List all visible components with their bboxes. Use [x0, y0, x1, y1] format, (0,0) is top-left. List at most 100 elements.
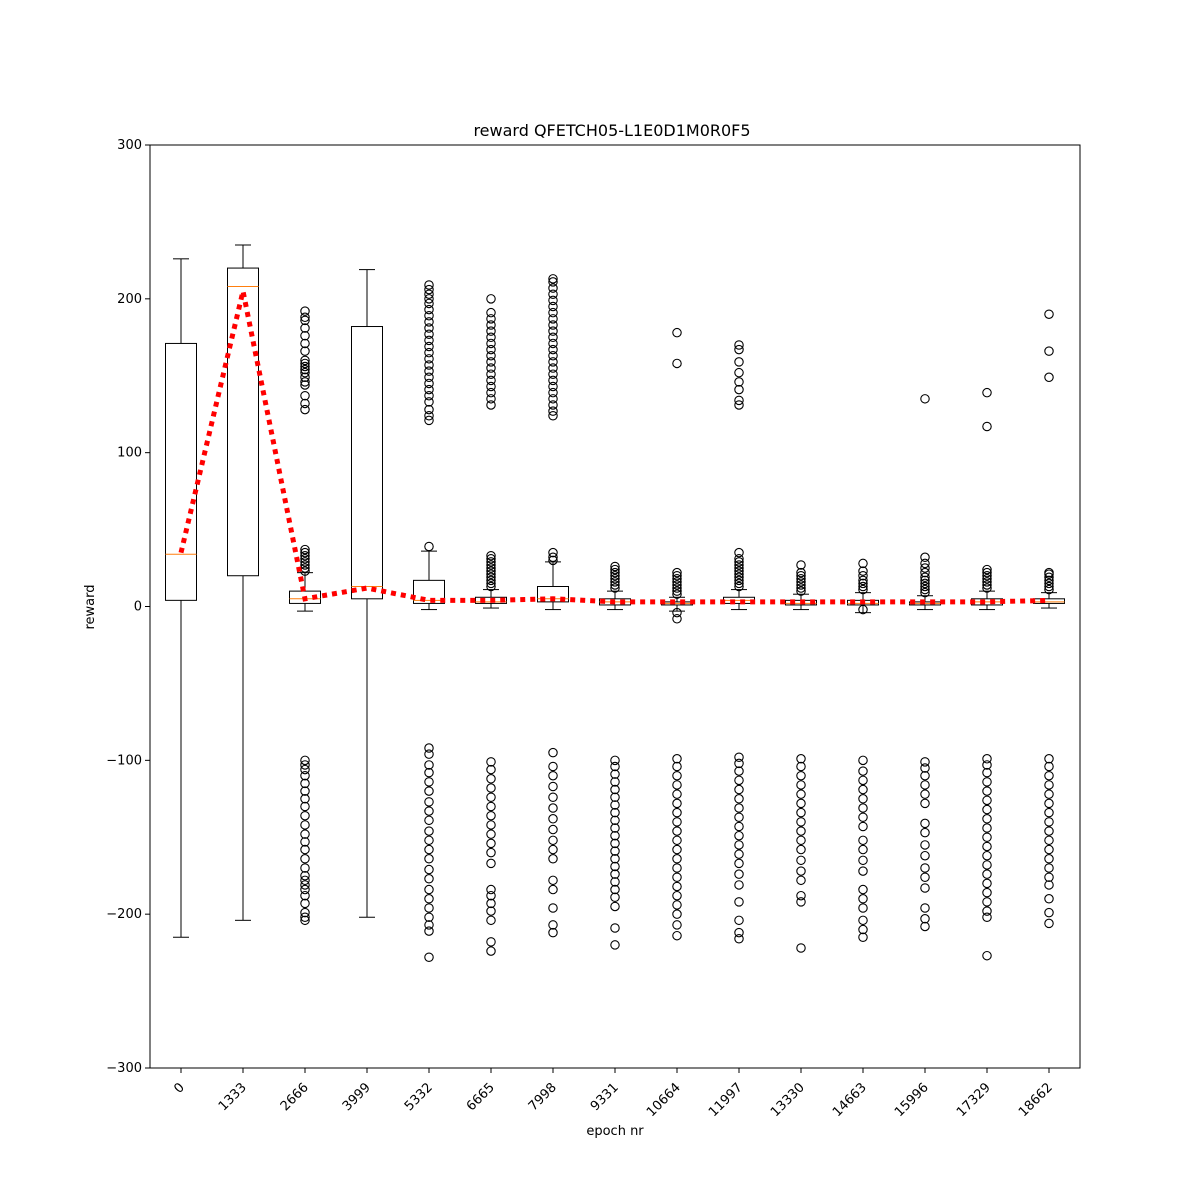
flier-point — [1044, 346, 1054, 356]
flier-point — [548, 387, 558, 398]
flier-point — [982, 760, 992, 770]
flier-point — [486, 937, 496, 947]
flier-point — [672, 358, 682, 369]
flier-point — [610, 577, 620, 587]
flier-point — [300, 355, 310, 366]
flier-point — [300, 367, 310, 378]
flier-point — [424, 366, 434, 376]
flier-point — [734, 849, 744, 859]
flier-point — [300, 870, 310, 881]
flier-point — [300, 390, 310, 401]
flier-point — [982, 823, 992, 833]
flier-point — [796, 560, 806, 570]
flier-point — [548, 357, 558, 367]
flier-point — [610, 838, 620, 849]
flier-point — [982, 767, 992, 778]
flier-point — [734, 840, 744, 850]
flier-point — [858, 884, 868, 895]
flier-point — [610, 574, 620, 584]
flier-point — [300, 764, 310, 775]
flier-point — [610, 761, 620, 772]
flier-point — [982, 387, 992, 398]
flier-point — [424, 884, 434, 895]
flier-point — [734, 344, 744, 355]
flier-point — [486, 294, 496, 304]
flier-point — [610, 561, 620, 572]
flier-point — [486, 400, 496, 410]
flier-point — [424, 874, 434, 884]
flier-point — [300, 760, 310, 770]
flier-point — [300, 801, 310, 812]
flier-point — [796, 577, 806, 587]
flier-point — [548, 761, 558, 772]
flier-point — [920, 863, 930, 873]
flier-point — [486, 550, 496, 561]
box — [475, 596, 507, 604]
flier-point — [486, 320, 496, 330]
flier-point — [424, 311, 434, 321]
flier-point — [920, 763, 930, 773]
flier-point — [1044, 581, 1054, 592]
flier-point — [300, 377, 310, 387]
flier-point — [672, 890, 682, 901]
flier-point — [610, 792, 620, 803]
flier-point — [796, 826, 806, 836]
flier-point — [982, 777, 992, 787]
flier-point — [300, 557, 310, 567]
flier-point — [548, 381, 558, 392]
flier-point — [1044, 835, 1054, 846]
flier-point — [610, 854, 620, 864]
flier-point — [858, 584, 868, 595]
flier-point — [734, 547, 744, 558]
flier-point — [734, 869, 744, 879]
flier-point — [610, 877, 620, 887]
flier-point — [610, 777, 620, 787]
flier-point — [796, 844, 806, 855]
flier-point — [424, 777, 434, 787]
flier-point — [1044, 584, 1054, 595]
flier-point — [548, 814, 558, 824]
y-axis-label: reward — [83, 584, 98, 629]
flier-point — [486, 314, 496, 324]
y-tick-label: 100 — [117, 446, 142, 461]
flier-point — [858, 566, 868, 576]
flier-point — [734, 566, 744, 576]
x-axis-label: epoch nr — [586, 1124, 644, 1139]
flier-point — [300, 907, 310, 918]
flier-point — [734, 557, 744, 567]
flier-point — [982, 912, 992, 922]
flier-point — [548, 555, 558, 566]
flier-point — [300, 810, 310, 821]
flier-point — [548, 277, 558, 287]
flier-point — [548, 289, 558, 299]
flier-point — [300, 550, 310, 561]
box — [227, 267, 259, 577]
flier-point — [982, 567, 992, 578]
flier-point — [1044, 918, 1054, 929]
flier-point — [424, 341, 434, 352]
flier-point — [424, 894, 434, 904]
flier-point — [300, 755, 310, 766]
flier-point — [424, 760, 434, 770]
flier-point — [610, 815, 620, 826]
flier-point — [672, 567, 682, 578]
flier-point — [1044, 761, 1054, 772]
flier-point — [486, 554, 496, 564]
flier-point — [486, 307, 496, 318]
box — [537, 586, 569, 603]
flier-point — [982, 814, 992, 824]
flier-point — [424, 404, 434, 415]
flier-point — [734, 830, 744, 841]
flier-point — [920, 780, 930, 790]
plot-frame — [149, 144, 1081, 1069]
flier-point — [486, 810, 496, 821]
flier-point — [486, 566, 496, 576]
flier-point — [920, 757, 930, 767]
flier-point — [1044, 572, 1054, 583]
flier-point — [300, 770, 310, 781]
flier-point — [548, 351, 558, 361]
flier-point — [672, 807, 682, 818]
flier-point — [796, 583, 806, 593]
flier-point — [548, 295, 558, 306]
